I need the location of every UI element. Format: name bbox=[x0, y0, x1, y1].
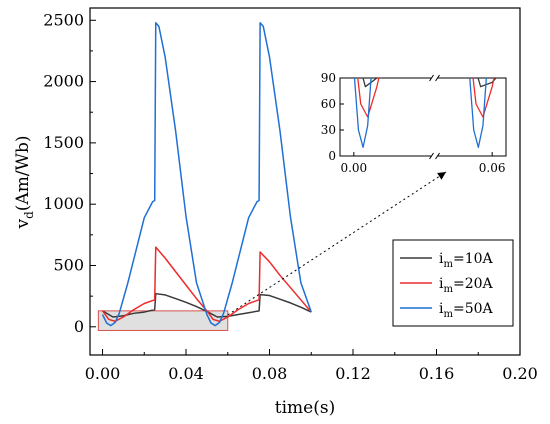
inset-y-tick-label: 60 bbox=[321, 97, 336, 111]
y-tick-label: 0 bbox=[74, 317, 84, 336]
y-tick-label: 500 bbox=[53, 255, 84, 274]
inset-axis-break-mark bbox=[435, 152, 440, 160]
x-tick-label: 0.04 bbox=[168, 364, 204, 383]
inset-y-tick-label: 90 bbox=[321, 71, 336, 85]
zoom-arrow bbox=[227, 171, 447, 316]
y-tick-label: 2500 bbox=[43, 10, 84, 29]
inset-frame bbox=[339, 77, 507, 157]
legend-label-prefix: i bbox=[439, 276, 444, 292]
y-axis-title-sub: d bbox=[22, 211, 36, 219]
y-axis-title-rest: (Am/Wb) bbox=[13, 135, 33, 211]
legend-label-value: =10A bbox=[453, 251, 494, 267]
legend-label-1: im=10A bbox=[439, 251, 494, 270]
inset-y-tick-label: 30 bbox=[321, 123, 336, 137]
x-tick-label: 0.08 bbox=[252, 364, 288, 383]
legend-label-sub: m bbox=[443, 259, 453, 270]
y-tick-label: 1500 bbox=[43, 133, 84, 152]
y-axis-title: vd(Am/Wb) bbox=[13, 135, 36, 229]
x-axis-title: time(s) bbox=[275, 398, 335, 418]
legend-label-value: =20A bbox=[453, 276, 494, 292]
legend-label-value: =50A bbox=[453, 301, 494, 317]
inset-x-tick-label: 0.00 bbox=[340, 161, 367, 175]
legend-label-sub: m bbox=[443, 309, 453, 320]
series-line-3 bbox=[101, 21, 312, 327]
y-axis-title-main: v bbox=[13, 219, 33, 230]
series-line-2 bbox=[101, 246, 312, 323]
y-tick-label: 2000 bbox=[43, 72, 84, 91]
inset-axis-break-mark bbox=[435, 74, 440, 82]
inset-axis-break-mark bbox=[429, 74, 434, 82]
x-tick-label: 0.00 bbox=[85, 364, 121, 383]
legend-label-sub: m bbox=[443, 284, 453, 295]
zoom-region-box bbox=[97, 310, 229, 331]
inset-axis-break-mark bbox=[429, 152, 434, 160]
legend-label-2: im=20A bbox=[439, 276, 494, 295]
legend-label-prefix: i bbox=[439, 251, 444, 267]
inset-axis-break-gap bbox=[431, 74, 438, 82]
inset-axis-break-gap bbox=[431, 152, 438, 160]
y-axis: 0 500 1000 1500 2000 2500 bbox=[43, 10, 96, 336]
x-tick-label: 0.16 bbox=[419, 364, 455, 383]
legend-label-3: im=50A bbox=[439, 301, 494, 320]
y-tick-label: 1000 bbox=[43, 194, 84, 213]
legend-label-prefix: i bbox=[439, 301, 444, 317]
x-axis: 0.00 0.04 0.08 0.12 0.16 0.20 bbox=[85, 349, 538, 383]
inset-chart: 0 30 60 90 0.00 0.06 bbox=[321, 71, 507, 175]
x-tick-label: 0.12 bbox=[335, 364, 371, 383]
series-group bbox=[101, 21, 312, 327]
x-tick-label: 0.20 bbox=[502, 364, 538, 383]
inset-x-tick-label: 0.06 bbox=[479, 161, 506, 175]
inset-y-tick-label: 0 bbox=[328, 149, 336, 163]
zoom-arrow-head bbox=[437, 172, 446, 180]
